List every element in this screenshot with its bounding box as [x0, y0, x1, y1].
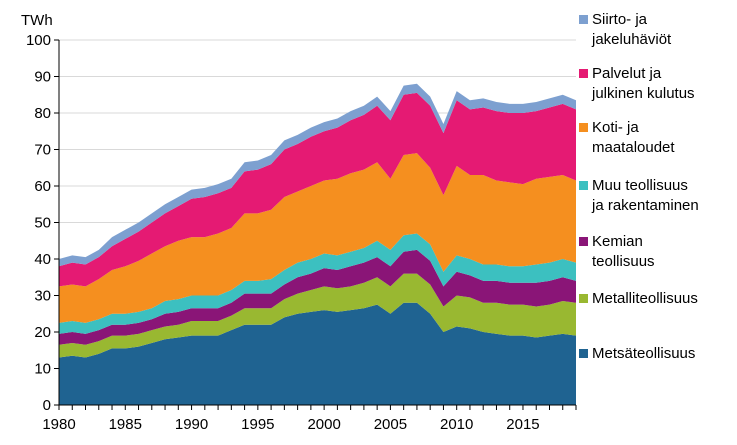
- y-tick-label: 60: [34, 178, 51, 195]
- legend-label: Metsäteollisuus: [592, 345, 695, 362]
- legend-label: teollisuus: [592, 253, 655, 270]
- legend-swatch: [579, 181, 588, 190]
- legend-label: jakeluhäviöt: [591, 31, 672, 48]
- x-tick-label: 1995: [241, 416, 274, 433]
- area-series-2: [59, 273, 576, 358]
- y-axis-ticks: 0 10 20 30 40 50 60 70 80 90 100: [26, 32, 59, 414]
- legend-label: ja rakentaminen: [591, 197, 699, 214]
- legend-label: Siirto- ja: [592, 11, 648, 28]
- area-series-5: [59, 153, 576, 323]
- legend-swatch: [579, 349, 588, 358]
- area-series-1: [59, 302, 576, 405]
- area-series-group: [59, 83, 576, 405]
- y-tick-label: 70: [34, 142, 51, 159]
- x-tick-label: 2015: [506, 416, 539, 433]
- legend-label: Muu teollisuus: [592, 177, 688, 194]
- legend-label: Palvelut ja: [592, 65, 662, 82]
- y-tick-label: 20: [34, 324, 51, 341]
- y-tick-label: 80: [34, 105, 51, 122]
- legend-label: Kemian: [592, 233, 643, 250]
- x-tick-label: 1990: [175, 416, 208, 433]
- x-tick-label: 1985: [109, 416, 142, 433]
- x-axis-ticks: 1980 1985 1990 1995 2000 2005 2010 2015: [42, 405, 577, 433]
- y-axis-unit: TWh: [21, 12, 53, 29]
- y-tick-label: 10: [34, 361, 51, 378]
- x-tick-label: 2000: [307, 416, 340, 433]
- x-tick-label: 2005: [374, 416, 407, 433]
- y-tick-label: 90: [34, 69, 51, 86]
- legend-swatch: [579, 69, 588, 78]
- legend-label: maataloudet: [592, 139, 675, 156]
- legend-swatch: [579, 15, 588, 24]
- y-tick-label: 100: [26, 32, 51, 49]
- legend-label: Koti- ja: [592, 119, 639, 136]
- area-series-3: [59, 249, 576, 345]
- x-tick-label: 2010: [440, 416, 473, 433]
- area-series-6: [59, 92, 576, 287]
- area-series-4: [59, 233, 576, 334]
- y-tick-label: 0: [43, 397, 51, 414]
- legend-swatch: [579, 237, 588, 246]
- legend-swatch: [579, 294, 588, 303]
- x-tick-label: 1980: [42, 416, 75, 433]
- y-tick-label: 50: [34, 215, 51, 232]
- legend-swatch: [579, 123, 588, 132]
- y-tick-label: 40: [34, 251, 51, 268]
- legend: Siirto- ja jakeluhäviöt Palvelut ja julkine…: [579, 11, 699, 362]
- legend-label: julkinen kulutus: [591, 85, 695, 102]
- legend-label: Metalliteollisuus: [592, 290, 698, 307]
- y-tick-label: 30: [34, 288, 51, 305]
